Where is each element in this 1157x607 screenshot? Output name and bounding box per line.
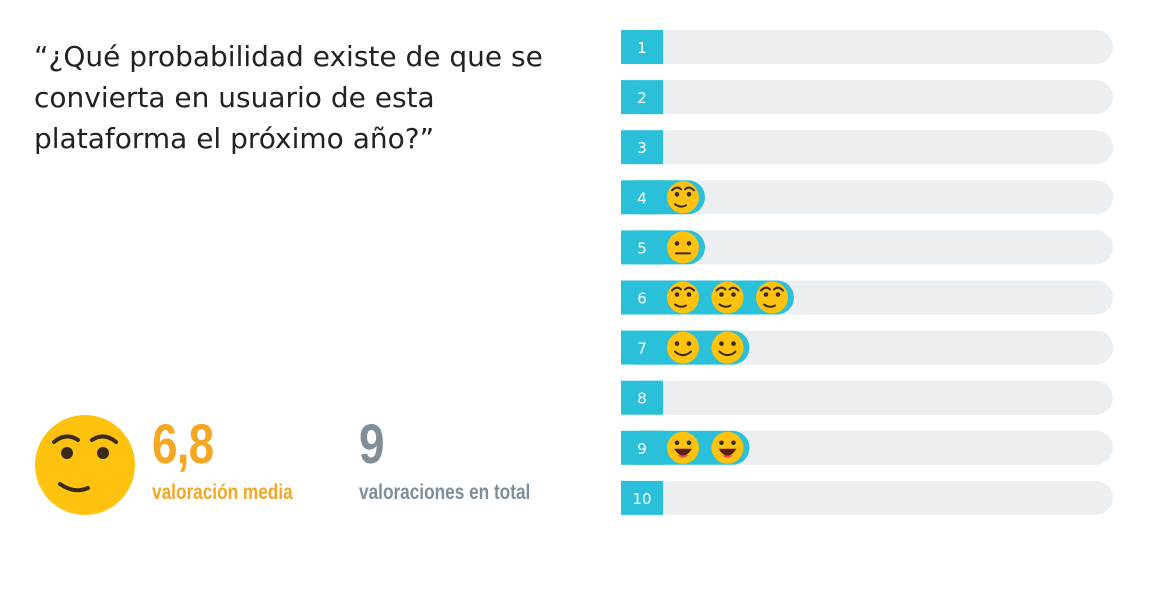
rating-row: 1 <box>621 30 1113 64</box>
rating-track <box>621 230 1113 265</box>
total-ratings-label: valoraciones en total <box>359 481 531 504</box>
rating-label-box <box>621 430 663 465</box>
rating-label-box <box>621 330 663 365</box>
grin-icon <box>667 431 699 464</box>
rating-row: 7 <box>621 330 1113 365</box>
skeptical-face-icon <box>711 281 744 314</box>
rating-track <box>621 480 1113 515</box>
grin-icon <box>711 431 744 464</box>
rating-row: 8 <box>621 380 1113 415</box>
rating-row: 6 <box>621 280 1113 315</box>
rating-category-label: 9 <box>637 440 647 458</box>
rating-bar <box>621 280 794 315</box>
survey-question: “¿Qué probabilidad existe de que se conv… <box>34 40 543 155</box>
rating-summary: 6,8 valoración media 9 valoraciones en t… <box>34 414 594 524</box>
rating-category-label: 4 <box>637 189 647 207</box>
rating-label-box <box>621 380 663 415</box>
rating-category-label: 1 <box>637 39 647 57</box>
total-ratings: 9 valoraciones en total <box>359 414 568 506</box>
skeptical-face-icon <box>667 281 699 314</box>
rating-row: 4 <box>621 180 1113 215</box>
rating-category-label: 6 <box>637 290 647 308</box>
skeptical-face-icon <box>667 181 699 214</box>
rating-track <box>621 130 1113 165</box>
rating-label-box <box>621 480 663 515</box>
rating-category-label: 2 <box>637 89 647 107</box>
neutral-face-icon <box>667 231 699 264</box>
average-rating-label: valoración media <box>152 481 293 504</box>
rating-row: 10 <box>621 480 1113 515</box>
rating-category-label: 7 <box>637 340 647 358</box>
rating-track <box>621 80 1113 115</box>
slight-smile-icon <box>667 331 699 364</box>
total-ratings-value: 9 <box>359 412 385 475</box>
average-rating: 6,8 valoración media <box>152 414 324 506</box>
rating-category-label: 10 <box>632 490 651 508</box>
rating-row: 9 <box>621 430 1113 465</box>
rating-label-box <box>621 30 663 64</box>
rating-category-label: 8 <box>637 390 647 408</box>
rating-category-label: 5 <box>637 239 647 257</box>
rating-row: 5 <box>621 230 1113 265</box>
rating-label-box <box>621 130 663 165</box>
rating-track <box>621 30 1113 64</box>
rating-label-box <box>621 230 663 265</box>
rating-label-box <box>621 180 663 215</box>
slight-smile-icon <box>711 331 744 364</box>
rating-row: 2 <box>621 80 1113 115</box>
rating-label-box <box>621 80 663 115</box>
average-rating-value: 6,8 <box>152 412 214 475</box>
rating-track <box>621 380 1113 415</box>
skeptical-face-icon <box>756 281 788 314</box>
skeptical-face-icon <box>35 415 135 515</box>
rating-row: 3 <box>621 130 1113 165</box>
rating-category-label: 3 <box>637 139 647 157</box>
rating-label-box <box>621 280 663 315</box>
rating-track <box>621 180 1113 215</box>
